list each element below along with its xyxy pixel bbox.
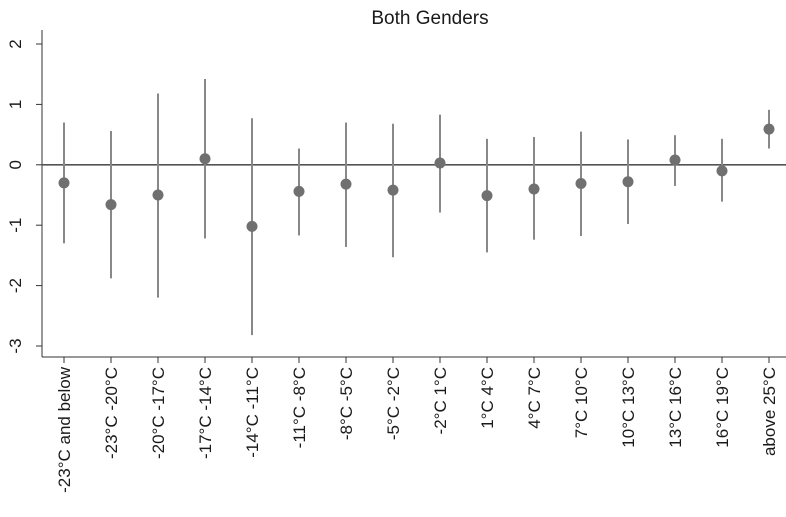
x-tick-label: -23°C -20°C	[102, 367, 121, 459]
point-estimate	[293, 185, 305, 197]
y-tick-label: -3	[6, 338, 25, 353]
x-tick-label: 13°C 16°C	[666, 367, 685, 448]
point-estimate	[387, 184, 399, 196]
point-estimate	[58, 177, 70, 189]
x-axis: -23°C and below -23°C -20°C -20°C -17°C -17…	[55, 357, 779, 493]
point-estimate	[669, 154, 681, 166]
x-tick-label: -11°C -8°C	[290, 367, 309, 448]
point-estimate	[105, 199, 117, 211]
point-estimate	[434, 157, 446, 169]
series-estimates	[58, 79, 775, 336]
y-tick-label: -2	[6, 278, 25, 293]
x-tick-label: -14°C -11°C	[243, 367, 262, 458]
y-axis: 2 1 0 -1 -2 -3	[6, 39, 42, 354]
x-tick-label: -20°C -17°C	[149, 367, 168, 459]
point-estimate	[199, 153, 211, 165]
x-tick-label: -2°C 1°C	[431, 367, 450, 434]
point-estimate	[152, 189, 164, 201]
point-estimate	[340, 178, 352, 190]
point-estimate	[481, 190, 493, 202]
chart-title: Both Genders	[371, 8, 488, 29]
y-tick-label: 1	[6, 100, 25, 109]
point-estimate	[763, 123, 775, 135]
y-tick-label: 0	[6, 160, 25, 169]
point-estimate	[716, 165, 728, 177]
point-estimate	[622, 176, 634, 188]
y-tick-label: 2	[6, 39, 25, 48]
x-tick-label: -8°C -5°C	[337, 367, 356, 440]
y-tick-label: -1	[6, 218, 25, 233]
x-tick-label: -5°C -2°C	[384, 367, 403, 440]
x-tick-label: -23°C and below	[55, 366, 74, 493]
x-tick-label: 7°C 10°C	[572, 367, 591, 438]
x-tick-label: 16°C 19°C	[713, 367, 732, 448]
point-estimate	[528, 183, 540, 195]
x-tick-label: above 25°C	[760, 367, 779, 456]
x-tick-label: -17°C -14°C	[196, 367, 215, 459]
point-estimate	[575, 178, 587, 190]
x-tick-label: 10°C 13°C	[619, 367, 638, 448]
x-tick-label: 1°C 4°C	[478, 367, 497, 429]
point-estimate	[246, 220, 258, 232]
x-tick-label: 4°C 7°C	[525, 367, 544, 429]
